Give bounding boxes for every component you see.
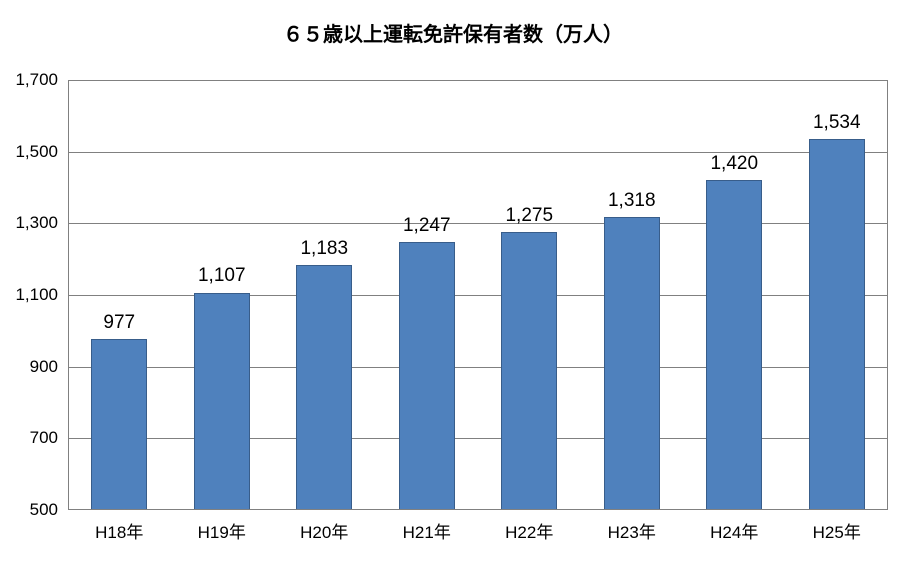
bar xyxy=(604,217,660,510)
bar-value-label: 1,318 xyxy=(608,190,656,212)
chart-title: ６５歳以上運転免許保有者数（万人） xyxy=(0,18,906,47)
bar xyxy=(194,293,250,511)
gridline xyxy=(68,438,888,439)
y-tick-label: 900 xyxy=(0,357,58,377)
bar-value-label: 1,534 xyxy=(813,112,861,134)
y-tick-label: 1,500 xyxy=(0,142,58,162)
y-tick-label: 1,300 xyxy=(0,213,58,233)
gridline xyxy=(68,367,888,368)
bar-value-label: 1,420 xyxy=(710,153,758,175)
x-tick-label: H25年 xyxy=(813,518,861,543)
y-tick-label: 1,100 xyxy=(0,285,58,305)
x-tick-label: H19年 xyxy=(198,518,246,543)
bar-value-label: 1,107 xyxy=(198,265,246,287)
bar-value-label: 1,275 xyxy=(505,205,553,227)
x-tick-label: H20年 xyxy=(300,518,348,543)
gridline xyxy=(68,152,888,153)
gridline xyxy=(68,295,888,296)
bar xyxy=(706,180,762,510)
bar-value-label: 1,247 xyxy=(403,215,451,237)
bar-value-label: 977 xyxy=(103,312,135,334)
gridline xyxy=(68,223,888,224)
y-tick-label: 500 xyxy=(0,500,58,520)
bar xyxy=(809,139,865,510)
bar-chart: ６５歳以上運転免許保有者数（万人） 977 1,107 1,183 1,247 1,27… xyxy=(0,0,906,575)
bar xyxy=(91,339,147,510)
y-tick-label: 700 xyxy=(0,428,58,448)
x-tick-label: H24年 xyxy=(710,518,758,543)
x-tick-label: H21年 xyxy=(403,518,451,543)
plot-area: 977 1,107 1,183 1,247 1,275 1,318 1,420 1,534 xyxy=(68,80,888,510)
x-tick-label: H18年 xyxy=(95,518,143,543)
bar xyxy=(501,232,557,510)
x-tick-label: H22年 xyxy=(505,518,553,543)
plot-outer: 9771,1071,1831,2471,2751,3181,4201,534 5… xyxy=(68,80,888,510)
bar xyxy=(296,265,352,510)
bar xyxy=(399,242,455,510)
x-tick-label: H23年 xyxy=(608,518,656,543)
bar-value-label: 1,183 xyxy=(300,238,348,260)
y-tick-label: 1,700 xyxy=(0,70,58,90)
